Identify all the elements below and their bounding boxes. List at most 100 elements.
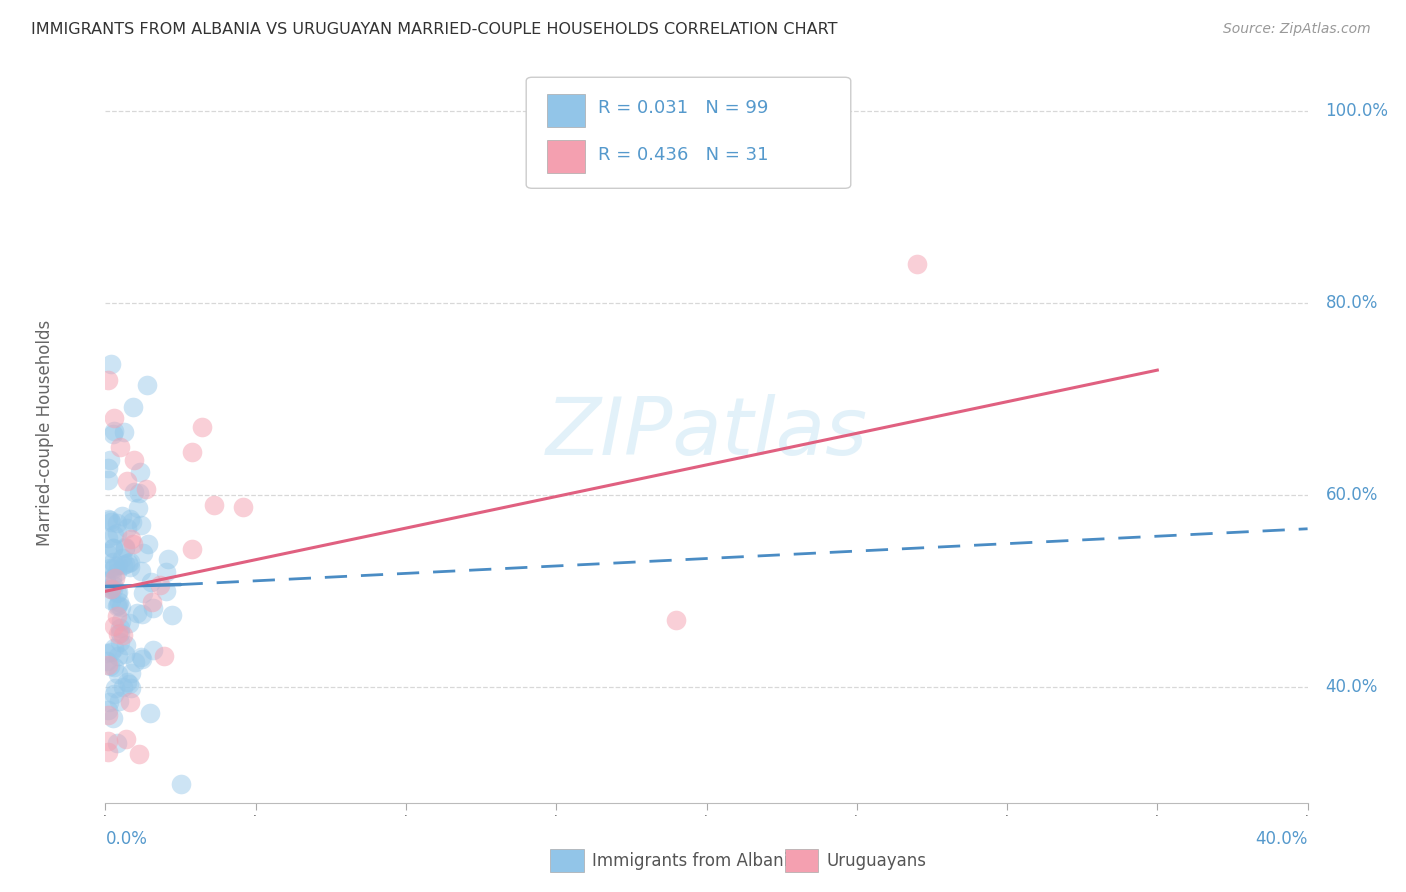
Point — [97, 703, 120, 717]
Point — [112, 425, 135, 440]
Point — [103, 425, 125, 439]
Point — [97, 708, 120, 723]
Point — [128, 465, 150, 479]
Point — [128, 747, 150, 761]
Point — [117, 675, 139, 690]
Point — [100, 645, 122, 659]
Point — [665, 613, 688, 627]
Point — [101, 711, 124, 725]
Point — [120, 560, 142, 574]
Point — [118, 677, 141, 691]
Point — [114, 541, 136, 555]
Point — [105, 736, 128, 750]
Point — [120, 532, 142, 546]
Bar — [550, 849, 583, 871]
Point — [111, 628, 134, 642]
Point — [110, 440, 132, 454]
Text: R = 0.436   N = 31: R = 0.436 N = 31 — [599, 146, 769, 164]
Point — [104, 559, 127, 574]
Point — [108, 625, 131, 640]
Point — [96, 646, 118, 660]
Point — [100, 592, 122, 607]
Point — [128, 486, 150, 500]
Point — [103, 411, 125, 425]
Point — [114, 647, 136, 661]
Point — [101, 578, 124, 592]
Point — [111, 509, 134, 524]
Point — [202, 498, 225, 512]
Point — [107, 667, 129, 681]
Point — [117, 556, 139, 570]
Point — [122, 401, 145, 415]
Point — [103, 541, 125, 555]
Point — [115, 731, 138, 746]
Point — [118, 512, 141, 526]
FancyBboxPatch shape — [526, 78, 851, 188]
Point — [104, 681, 127, 696]
Point — [122, 537, 145, 551]
Point — [105, 525, 128, 540]
Point — [94, 574, 117, 588]
Point — [142, 643, 165, 657]
Text: 80.0%: 80.0% — [1326, 293, 1378, 312]
Point — [100, 515, 122, 529]
Text: 40.0%: 40.0% — [1326, 679, 1378, 697]
Point — [97, 473, 120, 487]
Point — [122, 453, 145, 467]
Point — [120, 666, 142, 681]
Point — [115, 475, 138, 489]
Point — [114, 557, 136, 571]
Point — [103, 619, 125, 633]
Point — [96, 512, 118, 526]
Point — [108, 621, 131, 635]
Point — [103, 562, 125, 576]
Point — [141, 574, 163, 589]
Point — [114, 638, 136, 652]
Point — [107, 558, 129, 573]
Text: 40.0%: 40.0% — [1256, 830, 1308, 847]
Point — [107, 648, 129, 663]
Point — [101, 582, 124, 597]
Point — [122, 484, 145, 499]
Point — [120, 695, 142, 709]
Point — [135, 482, 157, 496]
Point — [107, 627, 129, 641]
Point — [155, 565, 177, 579]
Point — [100, 357, 122, 371]
Point — [97, 532, 120, 546]
Point — [112, 680, 135, 694]
Point — [114, 540, 136, 554]
Point — [101, 571, 124, 585]
Point — [127, 606, 149, 620]
Point — [108, 595, 131, 609]
Point — [121, 515, 143, 529]
Bar — [547, 140, 585, 173]
Point — [169, 776, 191, 790]
Point — [108, 635, 131, 649]
Point — [107, 694, 129, 708]
Point — [135, 378, 157, 392]
Point — [120, 681, 142, 695]
Point — [98, 659, 121, 673]
Point — [100, 582, 122, 596]
Point — [98, 513, 121, 527]
Point — [131, 652, 153, 666]
Point — [142, 601, 165, 615]
Point — [97, 373, 120, 387]
Point — [97, 460, 120, 475]
Point — [96, 546, 118, 560]
Point — [104, 571, 127, 585]
Point — [110, 614, 132, 628]
Point — [141, 595, 163, 609]
Text: 100.0%: 100.0% — [1326, 102, 1389, 120]
Point — [149, 578, 172, 592]
Text: 60.0%: 60.0% — [1326, 486, 1378, 504]
Point — [181, 444, 204, 458]
Point — [103, 687, 125, 701]
Point — [100, 582, 122, 596]
Point — [160, 608, 183, 623]
Point — [97, 734, 120, 748]
Point — [100, 452, 122, 467]
Point — [132, 586, 155, 600]
Point — [103, 641, 125, 656]
